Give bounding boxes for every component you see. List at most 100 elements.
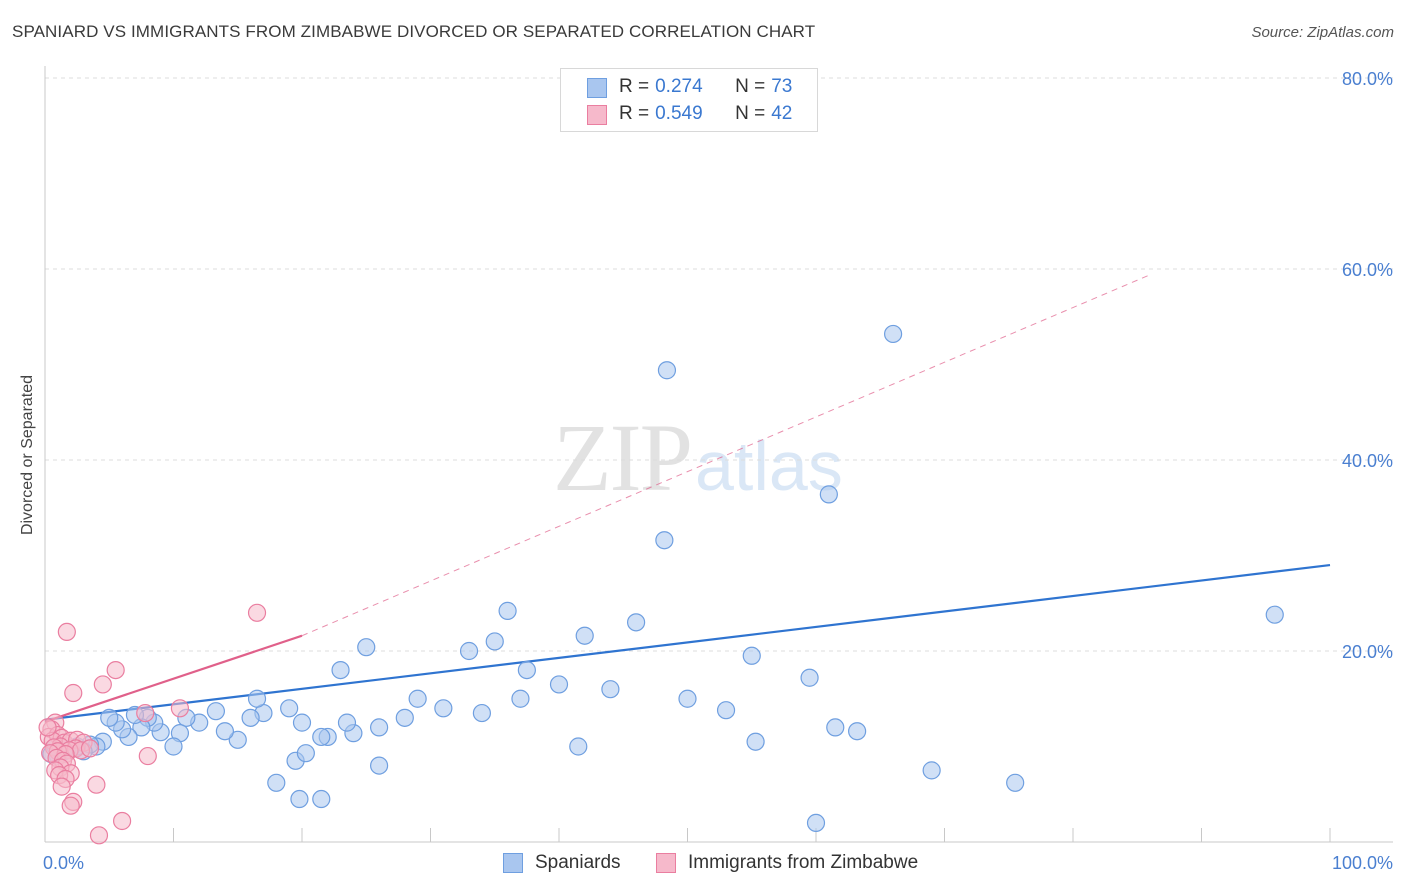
spaniards-point xyxy=(164,737,183,756)
spaniards-point xyxy=(1006,773,1025,792)
spaniards-point xyxy=(511,689,530,708)
zimbabwe-point xyxy=(61,796,80,815)
spaniards-point xyxy=(678,689,697,708)
spaniards-point xyxy=(848,722,867,741)
spaniards-point xyxy=(485,632,504,651)
spaniards-point xyxy=(746,732,765,751)
spaniards-point xyxy=(601,680,620,699)
spaniards-point xyxy=(922,761,941,780)
spaniards-point xyxy=(800,668,819,687)
spaniards-point xyxy=(826,718,845,737)
watermark: ZIPatlas xyxy=(553,402,843,513)
axis-layer xyxy=(44,66,1393,843)
zimbabwe-point xyxy=(93,675,112,694)
legend-r-label: R = xyxy=(619,103,650,124)
zimbabwe-point xyxy=(170,699,190,718)
spaniards-point xyxy=(370,718,389,737)
spaniards-point xyxy=(434,699,453,718)
spaniards-point xyxy=(806,813,826,833)
spaniards-point xyxy=(883,324,903,344)
source-label: Source: ZipAtlas.com xyxy=(1251,24,1394,41)
legend-swatch-pink xyxy=(656,853,676,873)
zimbabwe-point xyxy=(89,826,109,845)
spaniards-point xyxy=(241,708,260,727)
zimbabwe-trendline xyxy=(44,634,303,723)
legend-r-value: 0.274 xyxy=(655,76,703,97)
zimbabwe-point xyxy=(64,683,83,703)
x-tick-label: 100.0% xyxy=(1332,853,1393,873)
spaniards-point xyxy=(626,613,646,632)
series-legend-label: Immigrants from Zimbabwe xyxy=(688,852,919,873)
legend-r-value: 0.549 xyxy=(655,103,703,124)
legend-swatch-pink xyxy=(587,105,607,125)
zimbabwe-point xyxy=(80,739,100,758)
spaniards-point xyxy=(100,708,119,727)
y-tick-label: 60.0% xyxy=(1342,260,1393,280)
spaniards-point xyxy=(296,744,315,763)
legend-n-label: N = xyxy=(735,103,766,124)
legend-swatch-blue xyxy=(587,78,607,98)
spaniards-point xyxy=(742,646,761,665)
spaniards-point xyxy=(716,701,736,720)
spaniards-point xyxy=(267,773,286,792)
spaniards-point xyxy=(312,727,331,747)
trend-layer xyxy=(44,274,1331,723)
spaniards-point xyxy=(206,702,226,721)
correlation-legend: R = 0.274 N = 73 R = 0.549 N = 42 xyxy=(560,68,818,132)
zimbabwe-trendline-extended xyxy=(301,274,1151,637)
spaniards-point xyxy=(280,699,299,718)
legend-swatch-blue xyxy=(503,853,523,873)
grid-layer xyxy=(45,77,1393,652)
x-tick-label: 0.0% xyxy=(43,853,84,873)
spaniards-point xyxy=(655,531,674,550)
legend-n-label: N = xyxy=(735,76,766,97)
spaniards-point xyxy=(408,689,427,708)
spaniards-point xyxy=(1265,605,1284,624)
spaniards-point xyxy=(549,675,569,694)
zimbabwe-point xyxy=(136,703,155,723)
zimbabwe-point xyxy=(38,718,57,737)
spaniards-point xyxy=(395,708,414,727)
spaniards-point xyxy=(331,660,350,680)
y-tick-label: 40.0% xyxy=(1342,451,1393,471)
spaniards-point xyxy=(357,638,376,657)
legend-row-zimbabwe: R = 0.549 N = 42 xyxy=(587,101,792,127)
legend-n-value: 73 xyxy=(771,76,793,97)
spaniards-point xyxy=(228,730,247,749)
spaniards-point xyxy=(575,626,594,645)
series-legend: Spaniards Immigrants from Zimbabwe xyxy=(0,852,1406,878)
spaniards-point xyxy=(290,789,309,809)
legend-row-spaniards: R = 0.274 N = 73 xyxy=(587,74,792,100)
spaniards-point xyxy=(498,601,517,620)
legend-n-value: 42 xyxy=(771,103,793,124)
spaniards-point xyxy=(292,713,312,732)
point-layer xyxy=(38,324,1284,845)
series-legend-spaniards[interactable]: Spaniards xyxy=(503,852,621,874)
spaniards-point xyxy=(215,722,234,741)
watermark-zip: ZIP xyxy=(553,404,693,511)
zimbabwe-point xyxy=(112,811,132,831)
series-legend-zimbabwe[interactable]: Immigrants from Zimbabwe xyxy=(656,852,918,874)
zimbabwe-point xyxy=(247,603,267,622)
spaniards-point xyxy=(517,660,536,680)
spaniards-point xyxy=(472,703,491,723)
legend-r-label: R = xyxy=(619,76,650,97)
spaniards-point xyxy=(569,737,588,756)
y-tick-label: 80.0% xyxy=(1342,69,1393,89)
spaniards-point xyxy=(657,361,677,380)
label-layer: 20.0% 40.0% 60.0% 80.0% 0.0% 100.0% xyxy=(43,69,1393,873)
zimbabwe-point xyxy=(87,775,106,794)
spaniards-point xyxy=(247,689,267,708)
series-legend-label: Spaniards xyxy=(535,852,621,873)
spaniards-point xyxy=(337,713,357,732)
zimbabwe-point xyxy=(138,746,157,766)
zimbabwe-point xyxy=(106,660,125,680)
spaniards-point xyxy=(312,789,331,809)
watermark-atlas: atlas xyxy=(695,427,843,505)
spaniards-point xyxy=(819,485,838,504)
chart-title: SPANIARD VS IMMIGRANTS FROM ZIMBABWE DIV… xyxy=(12,22,816,41)
zimbabwe-point xyxy=(57,622,76,642)
spaniards-point xyxy=(459,641,479,661)
spaniards-point xyxy=(370,756,389,775)
